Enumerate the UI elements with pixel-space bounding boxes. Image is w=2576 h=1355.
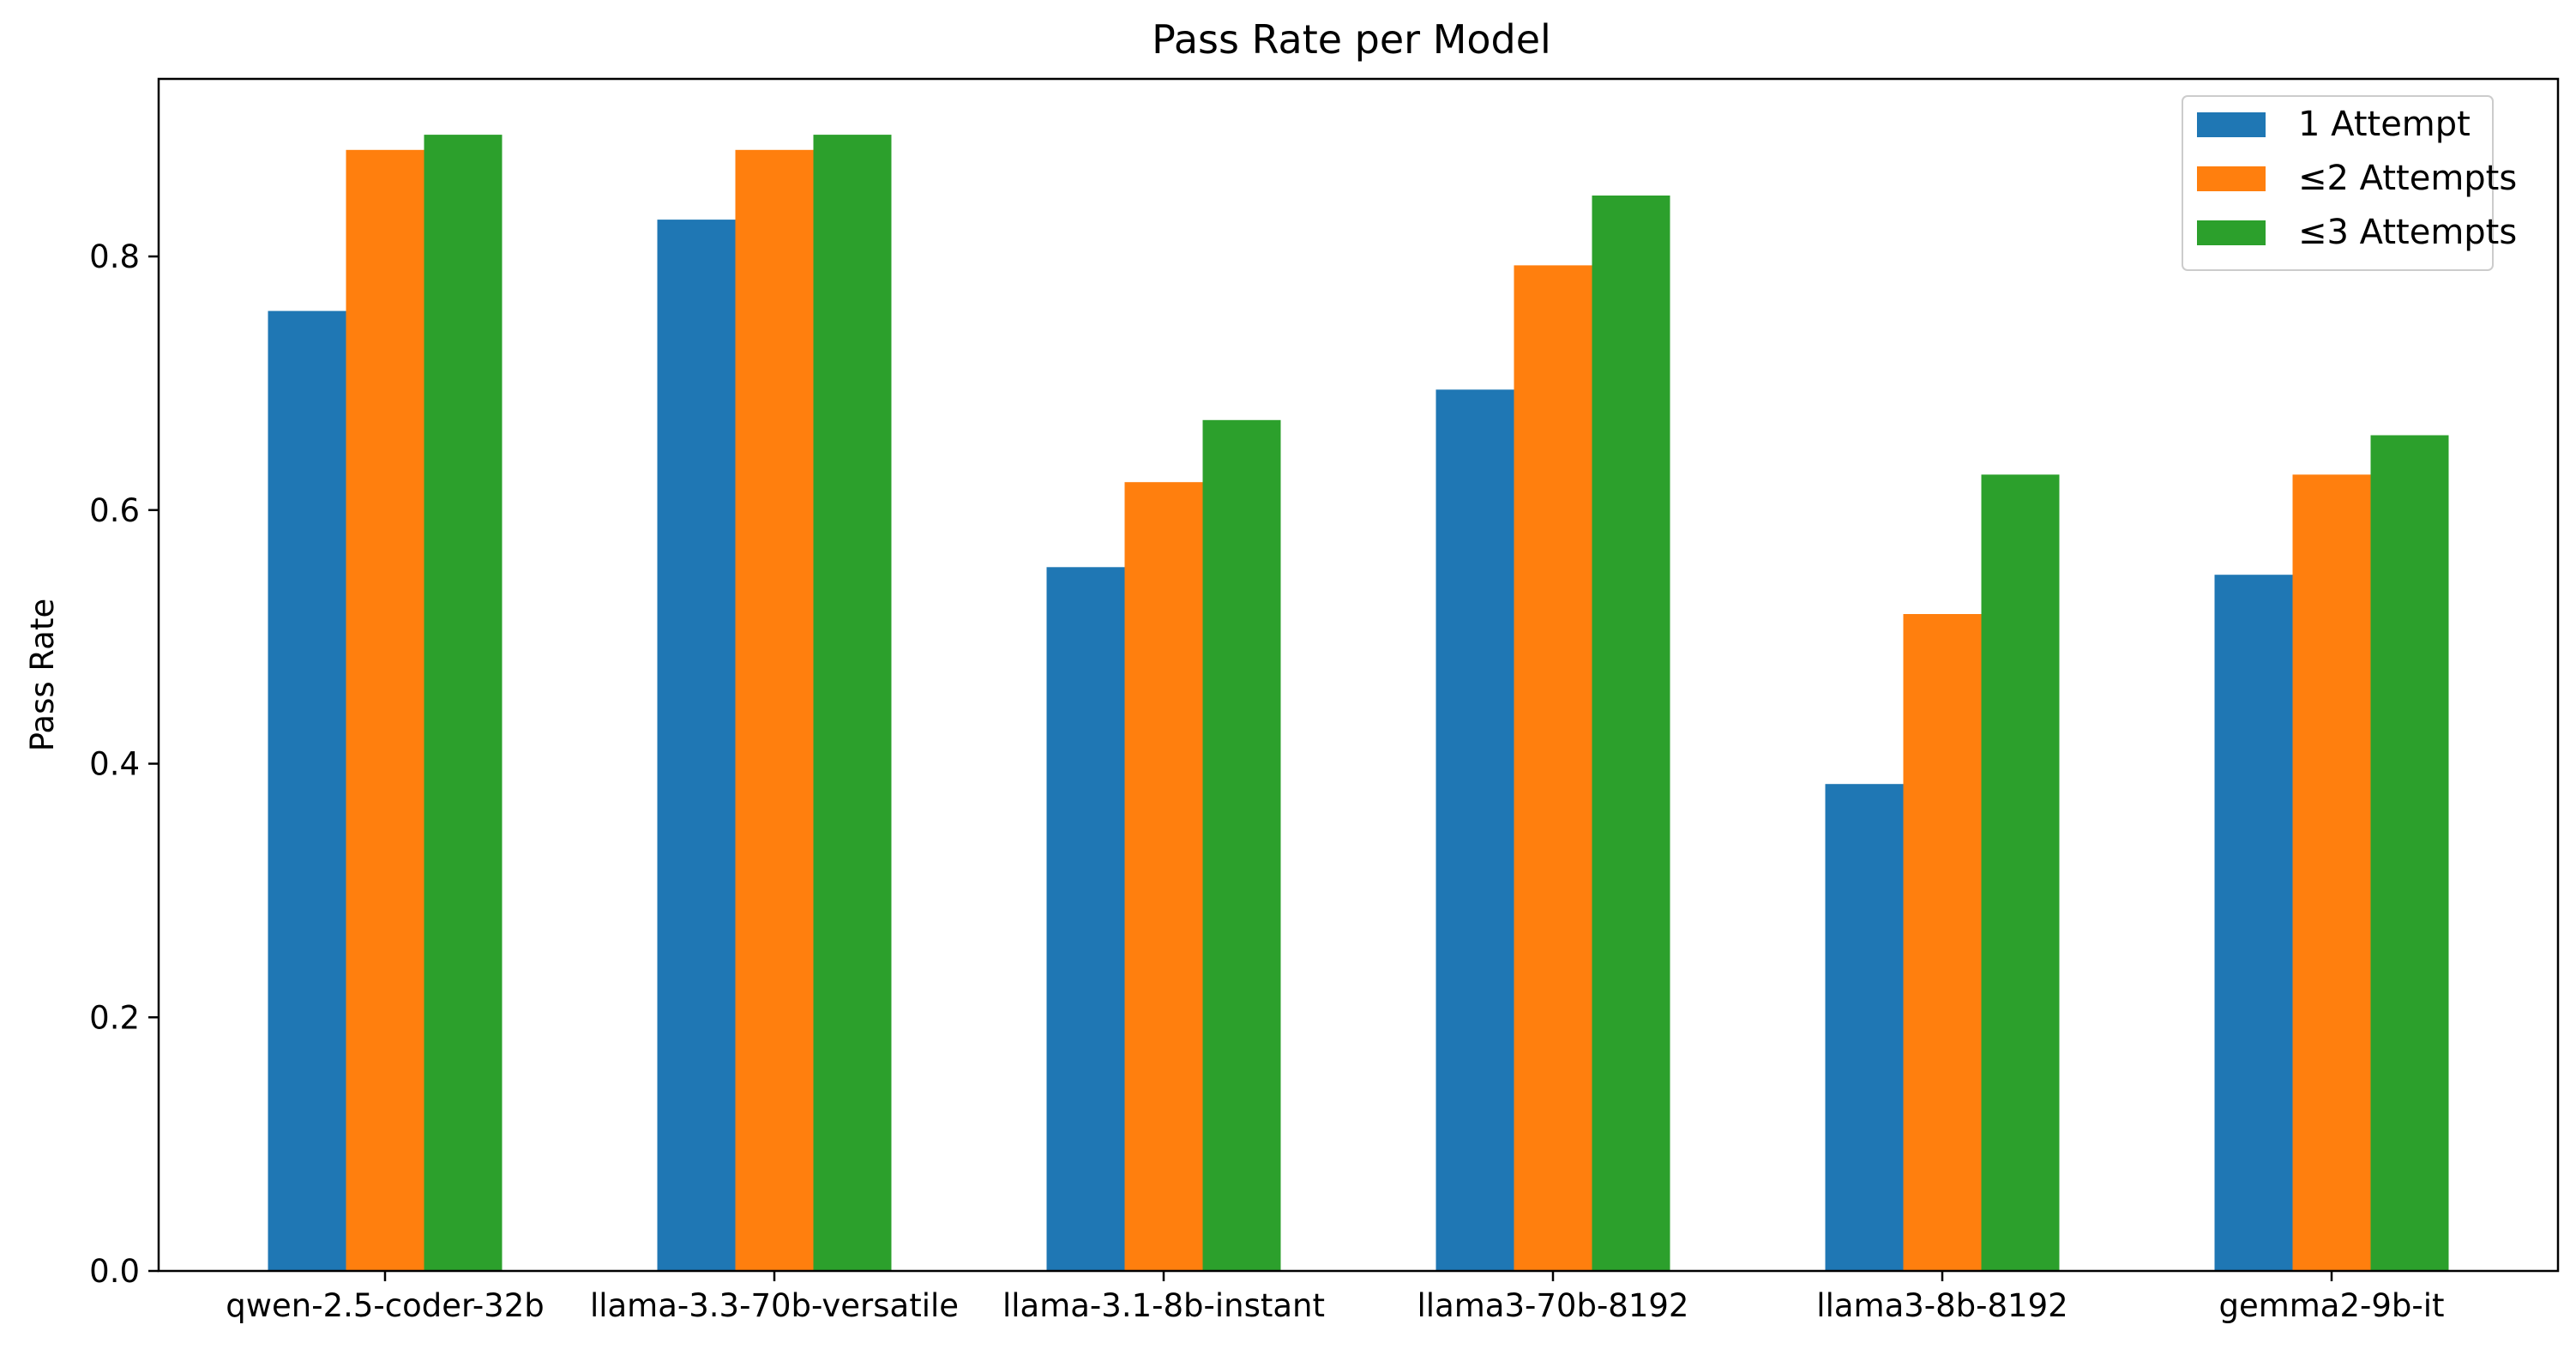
y-tick-label: 0.2 (89, 999, 140, 1036)
x-tick-label: llama-3.1-8b-instant (1002, 1287, 1325, 1324)
plot-frame (157, 77, 2560, 1273)
y-tick-label: 0.6 (89, 492, 140, 529)
bar-1-5 (1825, 784, 1904, 1271)
bar-2-2 (735, 149, 814, 1271)
bar-2-6 (2292, 474, 2371, 1271)
bar-3-4 (1592, 196, 1670, 1271)
legend-label-2: ≤2 Attempts (2298, 159, 2517, 198)
x-tick-label: llama3-70b-8192 (1417, 1287, 1689, 1324)
legend-swatch-2 (2197, 166, 2266, 191)
bar-3-6 (2370, 435, 2449, 1271)
x-tick-label: llama3-8b-8192 (1816, 1287, 2067, 1324)
bar-2-3 (1124, 482, 1203, 1271)
bars-group (268, 135, 2449, 1272)
bar-1-6 (2214, 575, 2293, 1271)
y-axis: 0.0 0.2 0.4 0.6 0.8 (89, 238, 159, 1290)
x-tick-label: qwen-2.5-coder-32b (226, 1287, 545, 1324)
bar-2-1 (346, 149, 424, 1271)
bar-3-5 (1981, 474, 2060, 1271)
y-axis-label: Pass Rate (24, 599, 61, 751)
bar-1-2 (657, 220, 736, 1272)
x-tick-label: gemma2-9b-it (2218, 1287, 2444, 1324)
chart-title: Pass Rate per Model (1152, 16, 1551, 63)
legend-swatch-3 (2197, 220, 2266, 245)
x-axis: qwen-2.5-coder-32b llama-3.3-70b-versatil… (226, 1271, 2445, 1324)
bar-3-1 (424, 135, 503, 1272)
bar-2-5 (1903, 614, 1982, 1271)
legend-label-1: 1 Attempt (2298, 105, 2471, 144)
x-tick-label: llama-3.3-70b-versatile (590, 1287, 959, 1324)
y-tick-label: 0.8 (89, 238, 140, 275)
bar-2-4 (1514, 265, 1592, 1271)
bar-1-4 (1435, 389, 1514, 1271)
y-tick-label: 0.4 (89, 746, 140, 783)
y-tick-label: 0.0 (89, 1253, 140, 1290)
legend-swatch-1 (2197, 112, 2266, 137)
bar-3-2 (813, 135, 892, 1272)
bar-1-3 (1046, 567, 1125, 1271)
bar-1-1 (268, 310, 346, 1272)
bar-3-3 (1202, 419, 1281, 1271)
legend: 1 Attempt ≤2 Attempts ≤3 Attempts (2182, 95, 2517, 271)
legend-label-3: ≤3 Attempts (2298, 213, 2517, 252)
